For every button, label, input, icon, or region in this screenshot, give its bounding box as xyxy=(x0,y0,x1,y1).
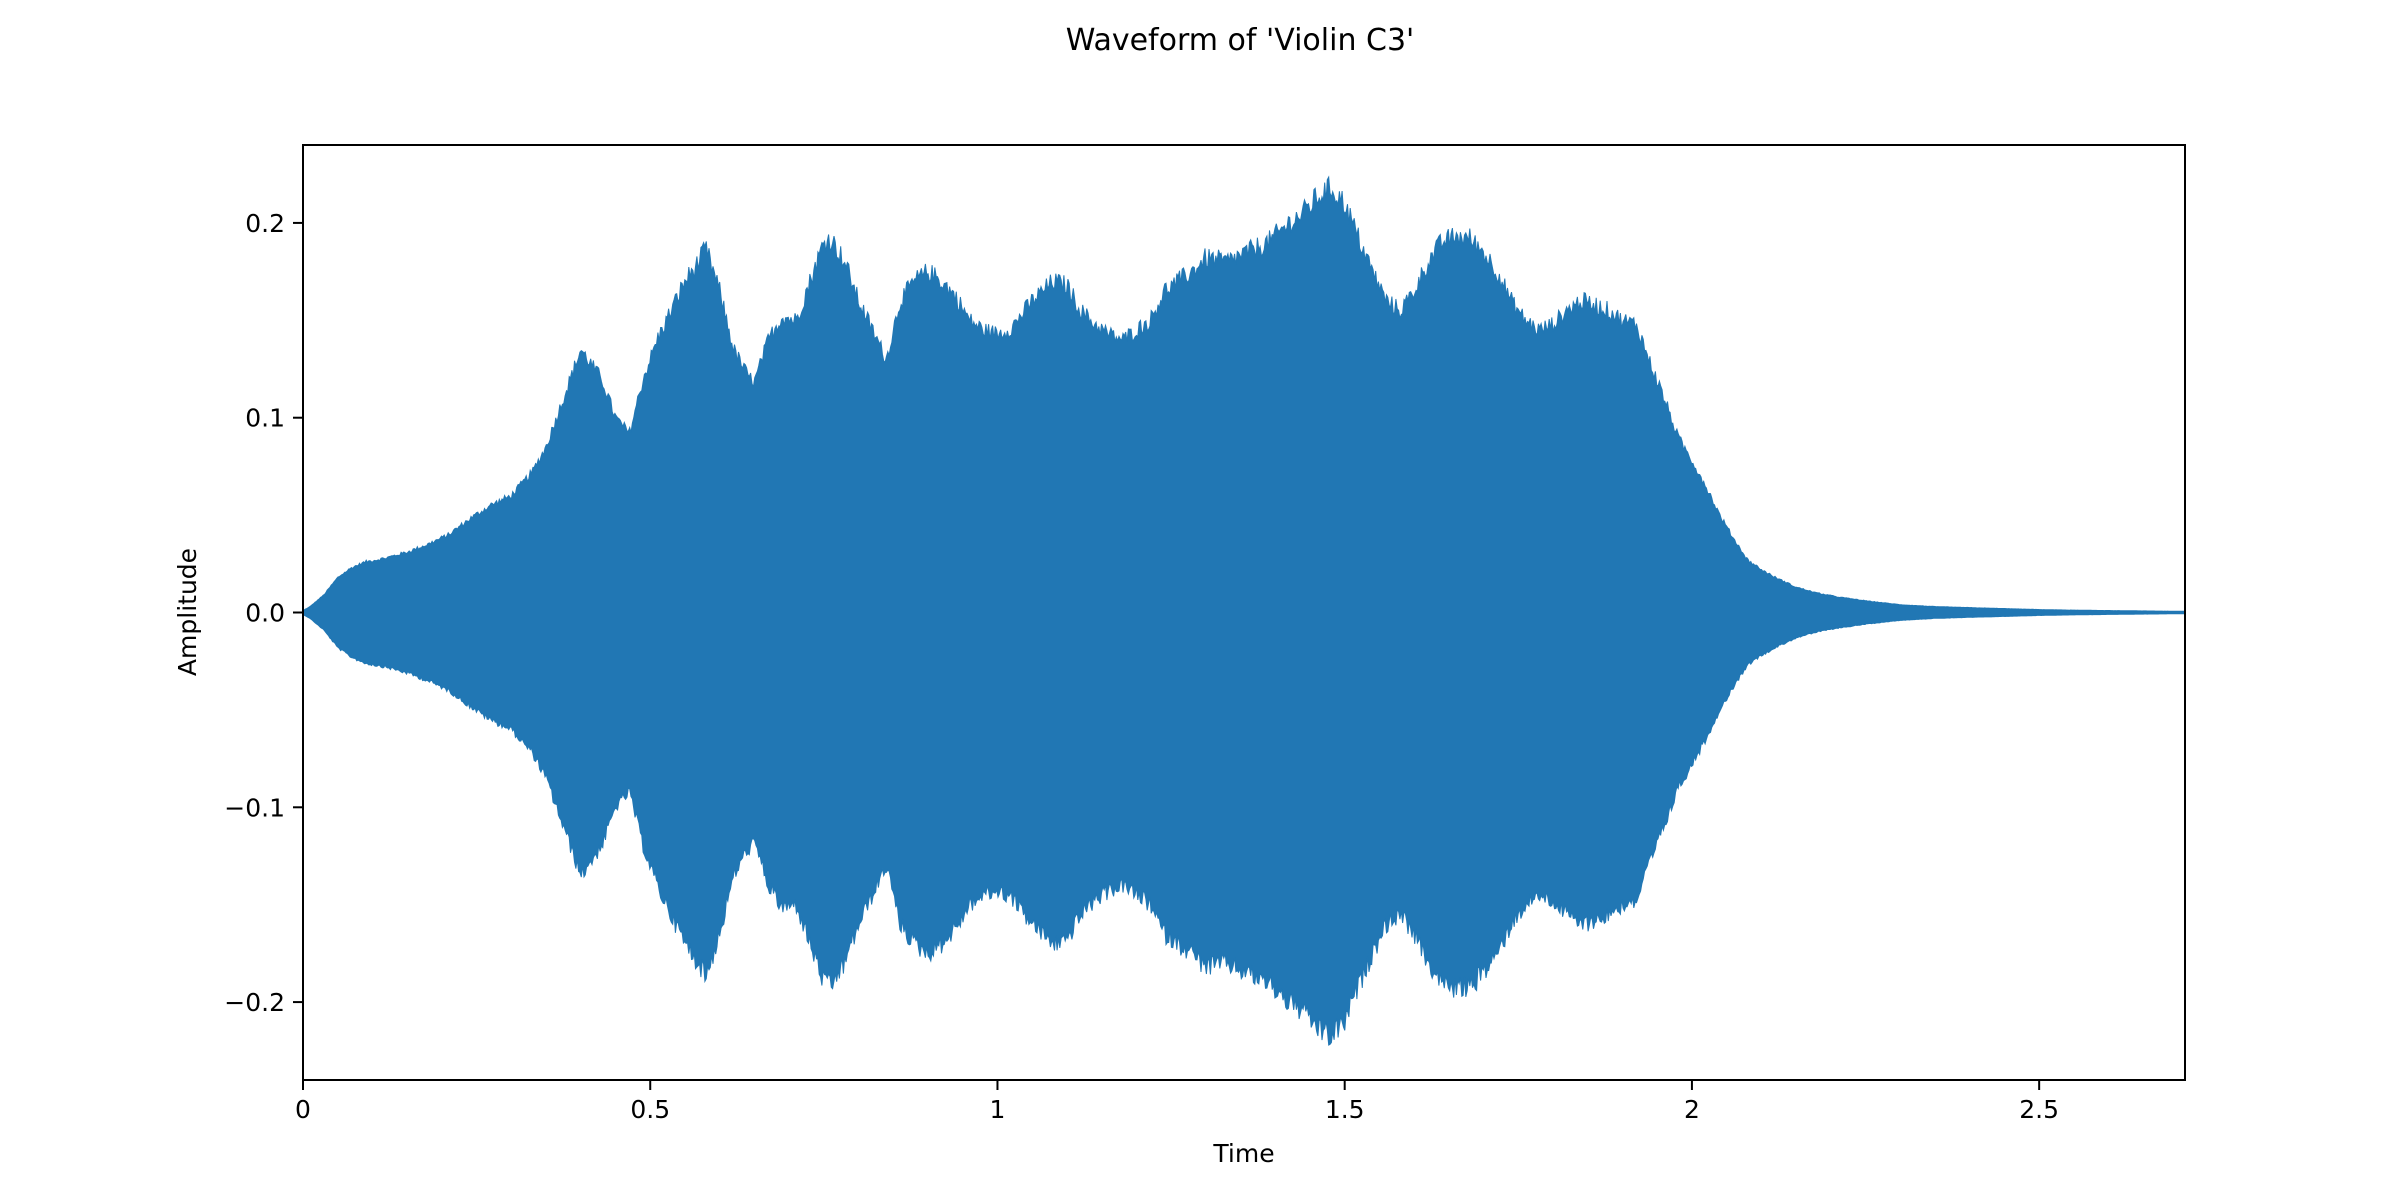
y-tick-label: 0.1 xyxy=(245,404,285,433)
x-tick-label: 0.5 xyxy=(630,1095,670,1124)
y-tick-label: −0.1 xyxy=(224,793,285,822)
x-tick-label: 0 xyxy=(295,1095,311,1124)
y-tick-label: 0.0 xyxy=(245,599,285,628)
waveform-area xyxy=(302,175,2186,1046)
y-tick-label: 0.2 xyxy=(245,209,285,238)
chart-title: Waveform of 'Violin C3' xyxy=(1066,23,1415,58)
axis-ticks: 0 0.5 1 1.5 2 2.5 −0.2 −0.1 0.0 0.1 0.2 xyxy=(224,209,2059,1124)
axes-frame xyxy=(302,144,2186,1081)
plot-area xyxy=(302,175,2186,1046)
x-tick-label: 1 xyxy=(990,1095,1006,1124)
y-tick-label: −0.2 xyxy=(224,988,285,1017)
y-axis-label: Amplitude xyxy=(173,548,202,676)
x-tick-label: 2 xyxy=(1684,1095,1700,1124)
x-axis-label: Time xyxy=(1212,1139,1274,1168)
x-tick-label: 2.5 xyxy=(2019,1095,2059,1124)
x-tick-label: 1.5 xyxy=(1325,1095,1365,1124)
